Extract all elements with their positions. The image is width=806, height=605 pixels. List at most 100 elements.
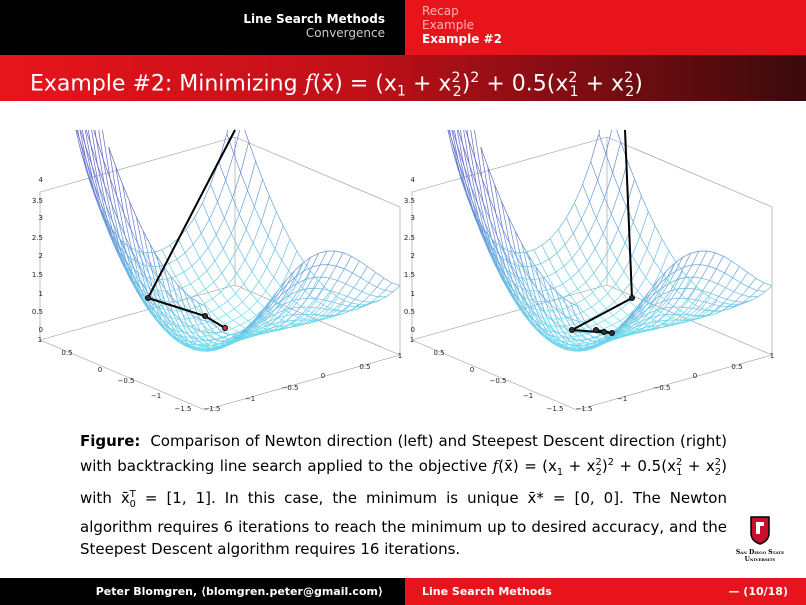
c: = [1, 1]. In this case, the minimum is u… [80, 489, 727, 558]
nav-item[interactable]: Example #2 [422, 32, 502, 46]
mesh-line [551, 309, 561, 312]
mesh-line [215, 331, 224, 335]
mesh-line [218, 343, 227, 347]
mesh-line [557, 325, 566, 327]
c: f [492, 457, 499, 475]
mesh-line [654, 225, 663, 240]
mesh-line [591, 341, 601, 345]
mesh-line [143, 275, 152, 279]
mesh-line [280, 288, 289, 296]
mesh-line [295, 270, 304, 277]
mesh-line [516, 304, 526, 314]
c: ) [601, 457, 608, 475]
mesh-line [574, 311, 584, 316]
mesh-line [137, 292, 147, 304]
mesh-line [259, 332, 267, 335]
mesh-line [79, 130, 87, 161]
mesh-line [357, 305, 365, 310]
mesh-line [537, 305, 546, 314]
mesh-line [617, 333, 625, 336]
mesh-line [177, 325, 185, 333]
mesh-line [267, 211, 277, 237]
mesh-line [492, 250, 502, 275]
mesh-line [481, 178, 491, 220]
mesh-line [221, 340, 229, 343]
mesh-line [90, 144, 100, 186]
mesh-line [118, 250, 128, 263]
c: 2 [714, 457, 721, 468]
mesh-line [79, 138, 88, 172]
mesh-line [231, 324, 241, 330]
t: 2 [624, 70, 634, 86]
mesh-line [64, 74, 72, 116]
mesh-line [219, 300, 228, 308]
mesh-line [658, 310, 666, 316]
mesh-line [324, 301, 333, 310]
z-tick-label: 3 [39, 214, 43, 222]
mesh-line [261, 327, 269, 330]
mesh-line [233, 130, 241, 154]
mesh-line [234, 308, 242, 316]
mesh-line [541, 323, 550, 327]
mesh-line [182, 337, 191, 347]
mesh-line [507, 216, 517, 257]
mesh-line [208, 329, 216, 335]
mesh-line [671, 297, 680, 300]
mesh-line [110, 202, 119, 221]
mesh-line [646, 248, 655, 261]
mesh-line [221, 272, 230, 285]
mesh-line [528, 298, 538, 302]
mesh-line [463, 165, 472, 186]
mesh-line [232, 315, 242, 321]
mesh-line [539, 278, 547, 291]
mesh-line [282, 294, 291, 305]
mesh-line [570, 278, 578, 290]
mesh-line [463, 165, 473, 201]
mesh-line [553, 339, 561, 345]
mesh-line [137, 243, 145, 257]
mesh-line [266, 309, 276, 316]
mesh-line [295, 263, 303, 277]
mesh-line [200, 330, 210, 341]
mesh-line [507, 261, 516, 276]
mesh-line [598, 130, 601, 134]
mesh-line [168, 327, 177, 332]
mesh-line [633, 320, 642, 326]
mesh-line [488, 196, 498, 236]
mesh-line [569, 302, 578, 307]
mesh-line [302, 287, 310, 296]
mesh-line [310, 252, 319, 258]
mesh-line [95, 138, 105, 185]
mesh-line [161, 244, 171, 251]
mesh-line [516, 265, 524, 279]
mesh-line [222, 336, 230, 340]
mesh-line [578, 338, 587, 341]
mesh-line [111, 234, 121, 248]
mesh-line [232, 320, 241, 326]
mesh-line [594, 233, 604, 249]
mesh-line [237, 229, 247, 248]
mesh-line [717, 283, 726, 288]
mesh-line [171, 310, 180, 320]
mesh-line [551, 319, 560, 325]
mesh-line [198, 340, 207, 342]
mesh-line [592, 283, 602, 293]
nav-item[interactable]: Example [422, 18, 475, 32]
mesh-line [226, 133, 235, 154]
mesh-line [563, 337, 571, 342]
mesh-line [194, 337, 202, 341]
mesh-line [235, 100, 242, 122]
mesh-line [618, 324, 628, 330]
mesh-line [247, 190, 255, 207]
mesh-line [174, 334, 184, 337]
mesh-line [215, 339, 224, 343]
mesh-line [509, 292, 519, 304]
mesh-line [208, 326, 217, 330]
mesh-line [531, 322, 541, 329]
mesh-line [337, 280, 346, 285]
mesh-line [134, 270, 144, 276]
mesh-line [494, 184, 503, 229]
mesh-line [605, 153, 613, 173]
nav-item[interactable]: Recap [422, 4, 459, 18]
mesh-line [545, 336, 555, 341]
